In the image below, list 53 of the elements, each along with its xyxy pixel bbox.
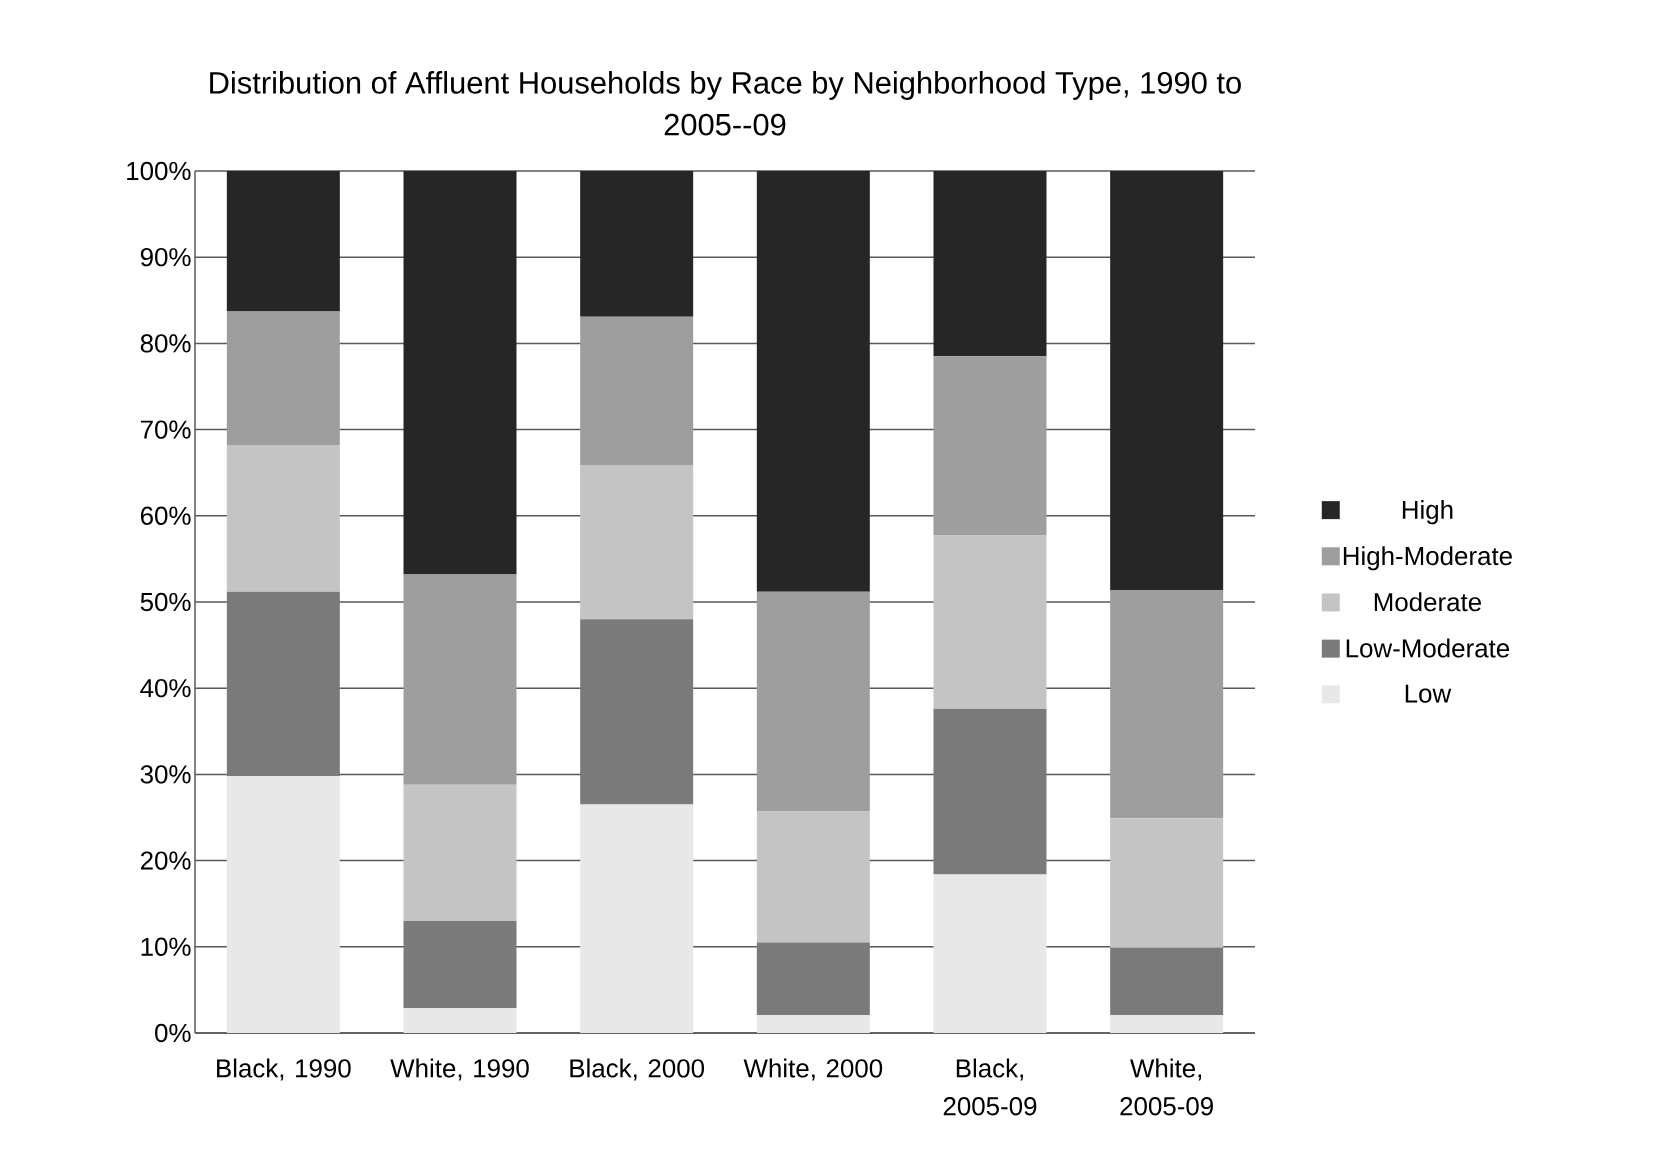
x-tick-label: Black, 2005-09 [943,1058,1037,1116]
bar [1110,818,1224,948]
text: High [1402,500,1453,525]
bar [403,574,517,785]
bar [1110,1014,1224,1033]
bar [403,170,517,575]
y-tick-label: 40% [140,679,191,698]
x-tick-label: White, 2000 [743,1058,883,1081]
bar [580,316,694,465]
y-tick-label: 50% [140,592,191,612]
bar [226,591,340,777]
bar [756,591,870,812]
bar [226,776,340,1033]
chart-title: Distribution of Affluent Households by Race by Neighborhood Type, 1990 to 2005--09 [210,71,1241,136]
bar [580,804,694,1033]
bar [403,784,517,921]
y-tick-label: 30% [140,765,191,784]
legend-label: Low-Moderate [1346,638,1510,658]
bar [580,170,694,317]
bar [1110,170,1224,590]
bar [933,170,1047,357]
bar [1110,589,1224,819]
bar [756,1014,870,1033]
bar [226,445,340,592]
bar [756,942,870,1015]
bar [580,464,694,620]
bar [933,535,1047,709]
y-tick-label: 60% [140,506,191,525]
bar [580,619,694,805]
x-tick-label: White, 2005-09 [1120,1058,1213,1116]
y-tick-label: 0% [155,1023,191,1043]
legend-label: Moderate [1374,592,1481,612]
x-tick-label: Black, 2000 [570,1058,705,1081]
bar [226,170,340,312]
bar [403,1008,517,1033]
bar [756,170,870,592]
text: Low [1405,684,1452,703]
x-tick-label: White, 1990 [390,1058,529,1081]
y-tick-label: 10% [141,937,191,956]
legend-label: High-Moderate [1343,546,1512,571]
bar [933,874,1047,1033]
x-tick-label: Black, 1990 [217,1058,351,1081]
bar [226,311,340,446]
y-tick-label: 70% [140,420,191,439]
y-tick-label: 80% [140,334,191,353]
y-tick-label: 100% [127,161,191,181]
y-tick-label: 20% [140,851,191,870]
bar [403,920,517,1008]
y-tick-label: 90% [140,248,191,267]
bar [933,356,1047,536]
bar [1110,947,1224,1015]
bar [933,708,1047,875]
bar [756,811,870,943]
